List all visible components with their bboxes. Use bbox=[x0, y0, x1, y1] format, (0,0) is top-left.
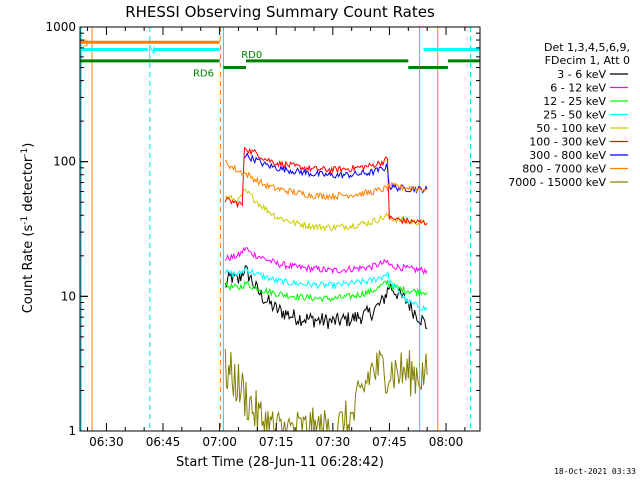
y-axis: 1 10 100 1000 bbox=[45, 20, 480, 438]
legend-label: 3 - 6 keV bbox=[557, 68, 606, 81]
y-axis-label-part: detector bbox=[21, 156, 36, 216]
y-tick-label: 1000 bbox=[45, 20, 76, 34]
state-bar-label: RD6 bbox=[193, 69, 214, 80]
y-axis-label: Count Rate (s-1 detector-1) bbox=[20, 143, 36, 314]
x-tick-label: 06:30 bbox=[89, 435, 124, 449]
vertical-reference-lines bbox=[80, 27, 472, 431]
legend-label: 7000 - 15000 keV bbox=[508, 176, 606, 189]
legend-label: 25 - 50 keV bbox=[543, 109, 606, 122]
series-line bbox=[224, 188, 428, 232]
chart-title: RHESSI Observing Summary Count Rates bbox=[125, 3, 435, 21]
series-lines bbox=[224, 146, 428, 432]
y-axis-label-part: Count Rate (s bbox=[21, 225, 36, 314]
x-axis: 06:30 06:45 07:00 07:15 07:30 07:45 08:00 bbox=[87, 27, 466, 449]
legend-header: Det 1,3,4,5,6,9, bbox=[544, 41, 630, 54]
series-line bbox=[224, 146, 428, 226]
series-line bbox=[224, 246, 428, 276]
state-bars: S N RD0 RD6 bbox=[80, 38, 480, 80]
legend-label: 12 - 25 keV bbox=[543, 95, 606, 108]
x-tick-label: 07:15 bbox=[259, 435, 294, 449]
x-tick-label: 06:45 bbox=[146, 435, 181, 449]
series-line bbox=[225, 159, 428, 202]
series-line bbox=[224, 265, 428, 329]
state-bar-label: N bbox=[148, 46, 155, 57]
y-tick-label: 10 bbox=[61, 289, 76, 303]
legend-label: 800 - 7000 keV bbox=[522, 163, 606, 176]
timestamp: 18-Oct-2021 03:33 bbox=[554, 467, 636, 476]
y-axis-label-part: ) bbox=[21, 143, 36, 148]
legend-label: 6 - 12 keV bbox=[550, 82, 606, 95]
series-line bbox=[244, 152, 428, 195]
legend-label: 300 - 800 keV bbox=[529, 149, 606, 162]
legend-label: 50 - 100 keV bbox=[536, 122, 606, 135]
y-axis-label-superscript: -1 bbox=[20, 216, 30, 225]
x-tick-label: 07:00 bbox=[202, 435, 237, 449]
x-axis-label: Start Time (28-Jun-11 06:28:42) bbox=[176, 455, 384, 470]
y-axis-label-superscript: -1 bbox=[20, 148, 30, 157]
plot-frame bbox=[79, 26, 481, 432]
y-tick-label: 1 bbox=[68, 424, 76, 438]
legend-header: FDecim 1, Att 0 bbox=[545, 54, 630, 67]
state-bar-label: S bbox=[82, 38, 88, 49]
series-line bbox=[224, 268, 428, 312]
x-tick-label: 07:45 bbox=[372, 435, 407, 449]
legend-label: 100 - 300 keV bbox=[529, 136, 606, 149]
plot-area: S N RD0 RD6 bbox=[80, 27, 480, 432]
legend: Det 1,3,4,5,6,9, FDecim 1, Att 0 3 - 6 k… bbox=[508, 41, 630, 189]
series-line bbox=[224, 280, 428, 304]
state-bar-label: RD0 bbox=[241, 50, 262, 61]
series-line bbox=[224, 348, 428, 432]
x-tick-label: 07:30 bbox=[316, 435, 351, 449]
x-tick-label: 08:00 bbox=[429, 435, 464, 449]
y-tick-label: 100 bbox=[53, 155, 76, 169]
